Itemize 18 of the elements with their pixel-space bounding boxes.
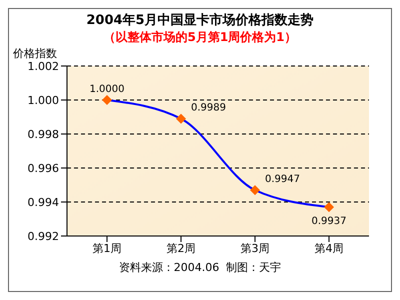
x-tick-label: 第2周 <box>166 242 196 255</box>
x-tick-label: 第3周 <box>240 242 270 255</box>
chart-title: 2004年5月中国显卡市场价格指数走势 <box>85 12 315 29</box>
y-tick-label: 0.996 <box>28 162 59 175</box>
data-label: 0.9947 <box>265 174 300 186</box>
data-label: 0.9937 <box>312 216 346 228</box>
x-tick-label: 第1周 <box>92 242 122 255</box>
data-label: 1.0000 <box>90 84 124 95</box>
y-axis-title: 价格指数 <box>13 46 58 60</box>
y-tick-label: 0.998 <box>28 128 59 141</box>
y-tick-label: 1.000 <box>28 94 59 107</box>
text: 资料来源：2004.06 制图：天宇 <box>118 260 282 275</box>
data-label: 0.9989 <box>191 102 226 114</box>
y-tick-label: 0.992 <box>28 230 59 243</box>
y-tick-label: 1.002 <box>28 60 59 73</box>
x-tick-label: 第4周 <box>314 242 344 255</box>
y-tick-label: 0.994 <box>28 196 59 209</box>
chart-subtitle: （以整体市场的5月第1周价格为1） <box>102 29 298 46</box>
